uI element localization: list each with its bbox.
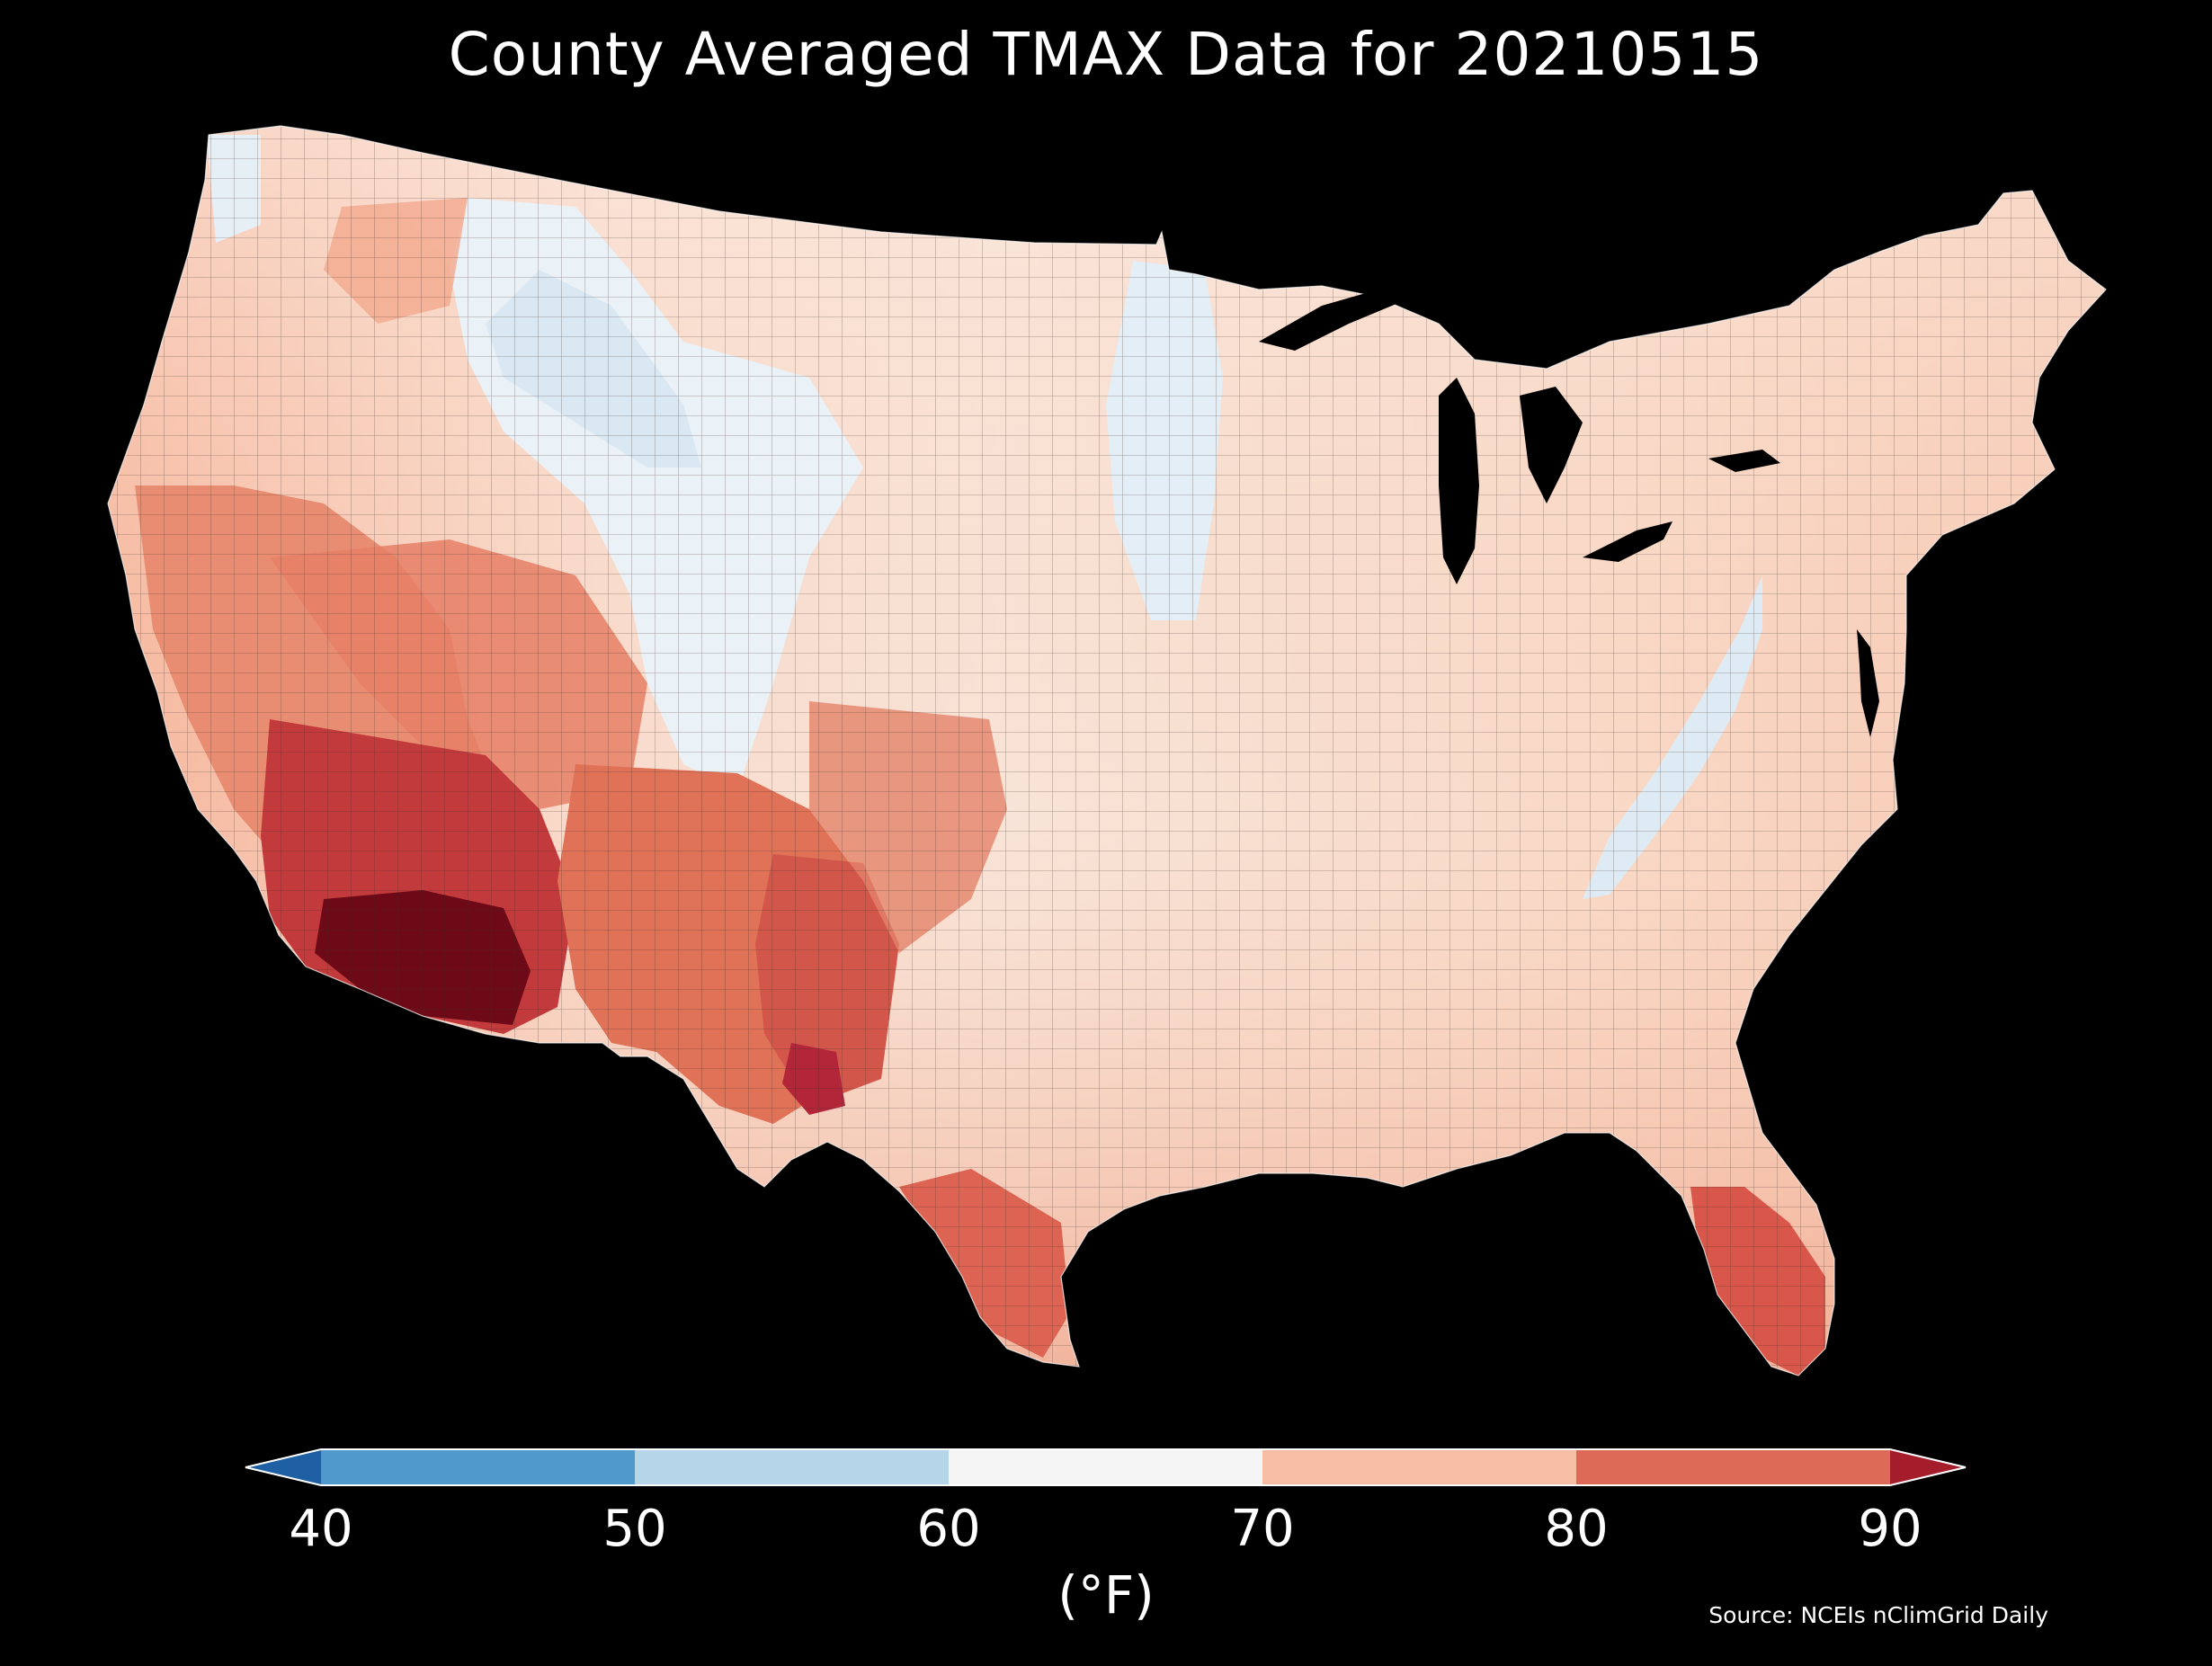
source-note: Source: NCEIs nClimGrid Daily	[1708, 1602, 2048, 1628]
colorbar-bin-50-60	[635, 1449, 949, 1485]
colorbar-outline	[245, 1448, 1967, 1486]
lake-huron	[1520, 387, 1583, 503]
map-title: County Averaged TMAX Data for 20210515	[448, 20, 1764, 89]
map-fill	[108, 126, 2106, 1376]
colorbar-bin-80-90	[1576, 1449, 1890, 1485]
colorbar-tick-label: 80	[1544, 1500, 1609, 1558]
colorbar-extend-low	[245, 1449, 321, 1485]
colorbar-extend-high	[1890, 1449, 1966, 1485]
colorbar-unit-label: (°F)	[1057, 1564, 1155, 1626]
colorbar-tick-label: 70	[1230, 1500, 1295, 1558]
colorbar-tick-label: 50	[602, 1500, 667, 1558]
colorbar	[245, 1448, 1967, 1486]
colorbar-tick-label: 90	[1858, 1500, 1922, 1558]
lake-ontario	[1708, 450, 1780, 472]
colorbar-tick-label: 60	[916, 1500, 981, 1558]
colorbar-bin-40-50	[321, 1449, 635, 1485]
colorbar-bin-60-70	[949, 1449, 1262, 1485]
colorbar-bin-70-80	[1262, 1449, 1576, 1485]
lake-erie	[1583, 521, 1672, 562]
lake-superior	[1259, 288, 1403, 351]
great-lakes	[1259, 288, 1780, 584]
colorbar-tick-label: 40	[289, 1500, 353, 1558]
lake-michigan	[1439, 378, 1479, 584]
chesapeake-bay	[1857, 629, 1879, 737]
